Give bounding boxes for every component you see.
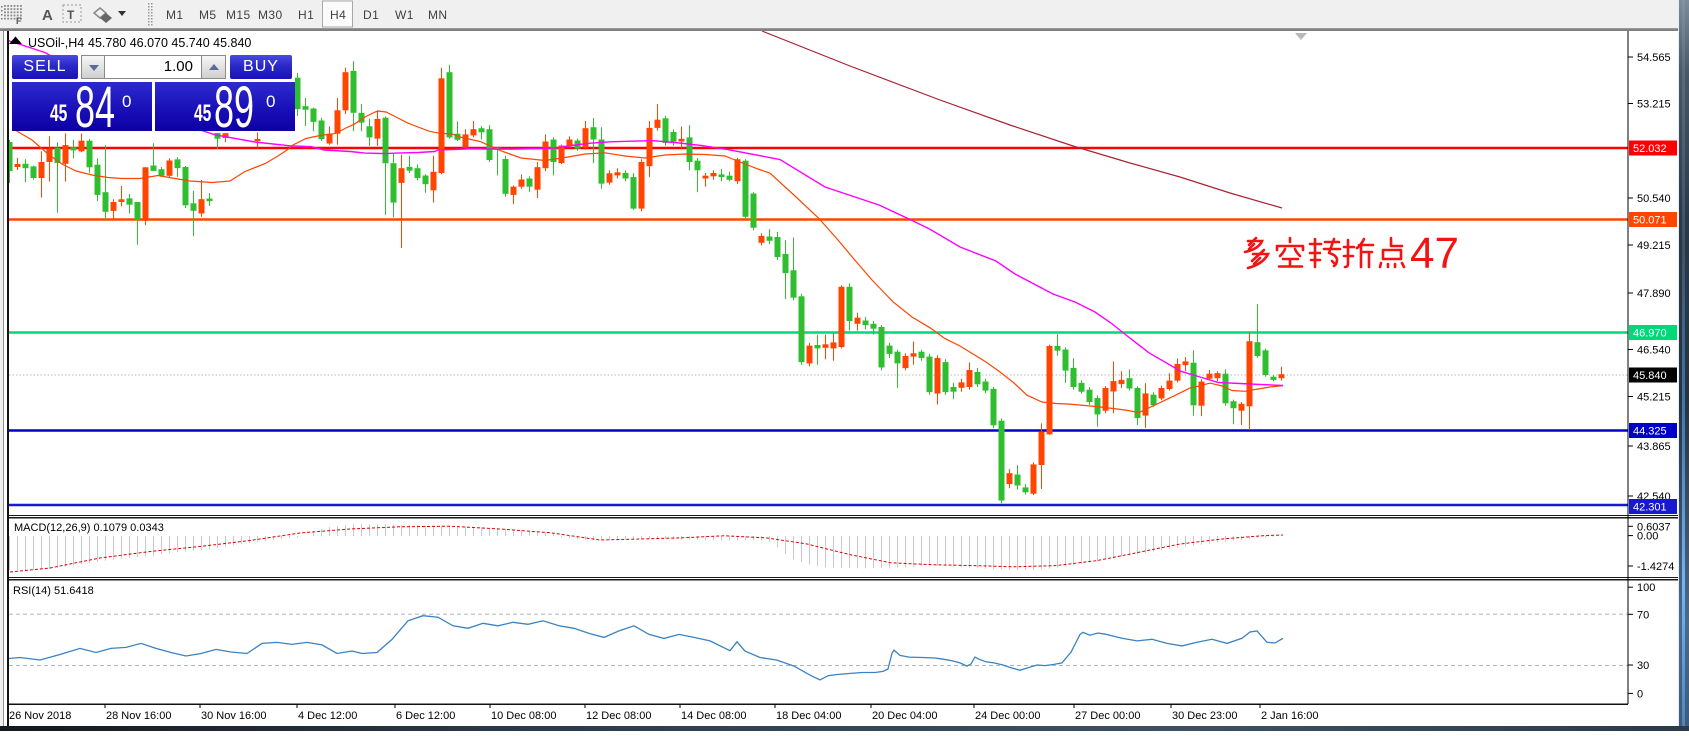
svg-text:100: 100 (1637, 582, 1655, 594)
svg-text:27 Dec 00:00: 27 Dec 00:00 (1075, 710, 1140, 722)
svg-text:14 Dec 08:00: 14 Dec 08:00 (681, 710, 746, 722)
svg-text:45.780 46.070 45.740 45.840: 45.780 46.070 45.740 45.840 (88, 36, 251, 50)
svg-text:50.071: 50.071 (1633, 215, 1667, 227)
svg-text:USOil-,H4: USOil-,H4 (28, 36, 84, 50)
svg-text:18 Dec 04:00: 18 Dec 04:00 (776, 710, 841, 722)
svg-text:70: 70 (1637, 609, 1649, 621)
svg-text:30: 30 (1637, 660, 1649, 672)
svg-text:45.840: 45.840 (1633, 370, 1667, 382)
svg-text:44.325: 44.325 (1633, 426, 1667, 438)
svg-text:F: F (16, 16, 22, 26)
svg-text:24 Dec 00:00: 24 Dec 00:00 (975, 710, 1040, 722)
svg-text:0.6037: 0.6037 (1637, 521, 1671, 533)
svg-text:53.215: 53.215 (1637, 99, 1671, 111)
svg-text:12 Dec 08:00: 12 Dec 08:00 (586, 710, 651, 722)
svg-text:0: 0 (1637, 688, 1643, 700)
svg-text:A: A (42, 7, 53, 24)
svg-text:28 Nov 16:00: 28 Nov 16:00 (106, 710, 171, 722)
svg-text:47: 47 (1410, 229, 1459, 278)
svg-text:46.970: 46.970 (1633, 328, 1667, 340)
svg-text:54.565: 54.565 (1637, 52, 1671, 64)
svg-text:52.032: 52.032 (1633, 143, 1667, 155)
svg-text:30 Dec 23:00: 30 Dec 23:00 (1172, 710, 1237, 722)
svg-text:47.890: 47.890 (1637, 288, 1671, 300)
svg-text:20 Dec 04:00: 20 Dec 04:00 (872, 710, 937, 722)
svg-text:2 Jan 16:00: 2 Jan 16:00 (1261, 710, 1319, 722)
svg-text:6 Dec 12:00: 6 Dec 12:00 (396, 710, 455, 722)
svg-text:10 Dec 08:00: 10 Dec 08:00 (491, 710, 556, 722)
svg-text:26 Nov 2018: 26 Nov 2018 (9, 710, 71, 722)
svg-text:42.301: 42.301 (1633, 502, 1667, 514)
svg-text:43.865: 43.865 (1637, 441, 1671, 453)
svg-text:-1.4274: -1.4274 (1637, 561, 1674, 573)
svg-text:50.540: 50.540 (1637, 193, 1671, 205)
svg-text:4 Dec 12:00: 4 Dec 12:00 (298, 710, 357, 722)
svg-text:RSI(14) 51.6418: RSI(14) 51.6418 (13, 585, 94, 597)
svg-text:0.00: 0.00 (1637, 531, 1658, 543)
svg-text:46.540: 46.540 (1637, 345, 1671, 357)
svg-text:30 Nov 16:00: 30 Nov 16:00 (201, 710, 266, 722)
svg-text:MACD(12,26,9) 0.1079 0.0343: MACD(12,26,9) 0.1079 0.0343 (14, 522, 164, 534)
svg-text:45.215: 45.215 (1637, 392, 1671, 404)
svg-text:49.215: 49.215 (1637, 240, 1671, 252)
svg-text:T: T (67, 8, 75, 22)
